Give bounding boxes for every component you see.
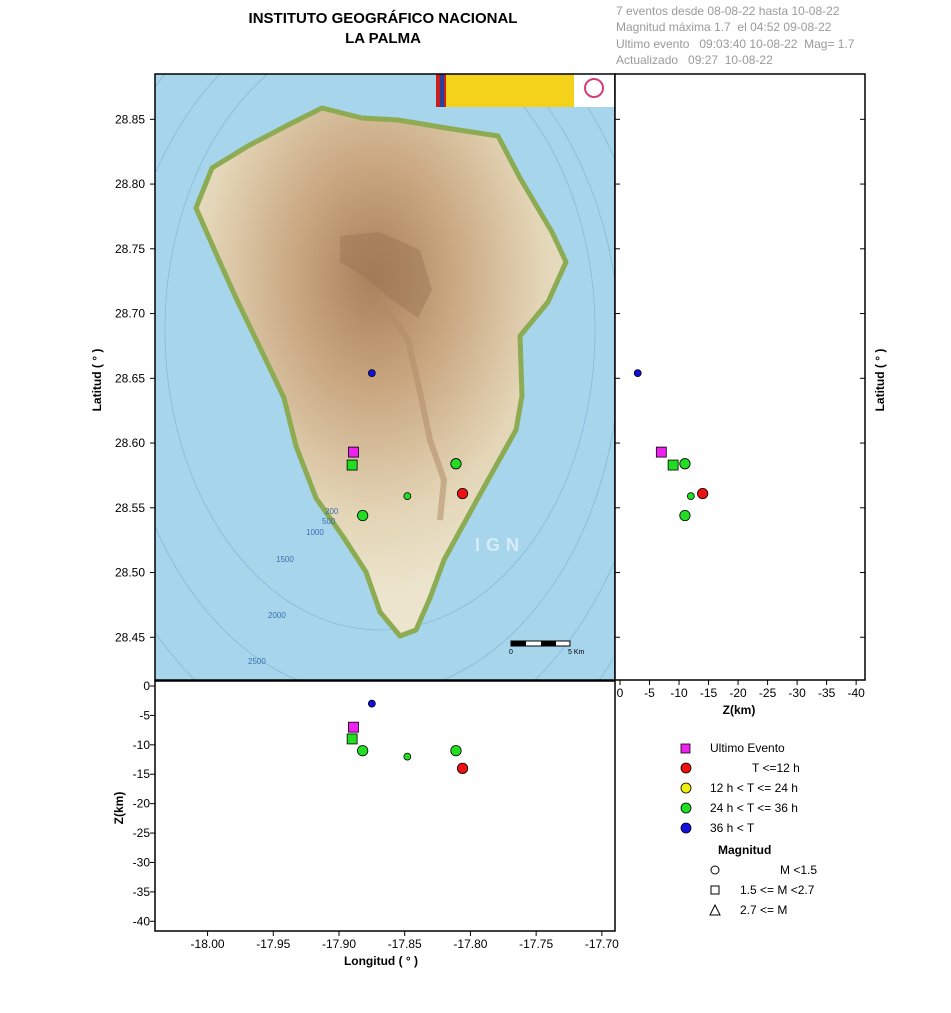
epicenter-lon-depth-point-7 <box>357 745 369 757</box>
legend: Ultimo Evento T <=12 h 12 h < T <= 24 h … <box>680 741 817 917</box>
lat-tick-label: 28.50 <box>115 566 145 580</box>
legend-magnitude-circle <box>710 865 720 875</box>
contour-label-500: 500 <box>322 517 336 526</box>
scale-bar-end-label: 5 Km <box>568 649 585 656</box>
legend-label-t-24-36h: 24 h < T <= 36 h <box>710 801 798 815</box>
depth-panel-x-axis-title: Z(km) <box>723 703 756 717</box>
lat-tick-label: 28.85 <box>115 112 145 126</box>
lat-tick-label: 28.80 <box>115 177 145 191</box>
depth-tick-label: -20 <box>729 686 747 700</box>
depth-tick-label: -15 <box>700 686 718 700</box>
contour-label-2500: 2500 <box>248 657 266 666</box>
depth-y-tick-label: -15 <box>133 767 151 781</box>
lon-tick-label: -17.90 <box>322 937 356 951</box>
depth-y-tick-label: -5 <box>139 708 150 722</box>
lon-tick-label: -17.95 <box>256 937 290 951</box>
epicenter-depth-lat-point-6 <box>686 492 695 501</box>
lon-tick-label: -17.80 <box>453 937 487 951</box>
legend-label-m-1-5-2-7: 1.5 <= M <2.7 <box>740 883 815 897</box>
epicenter-map-point-3 <box>346 459 358 471</box>
contour-label-2000: 2000 <box>268 611 286 620</box>
legend-marker-t_gt_36h <box>680 822 692 834</box>
island-la-palma <box>193 105 569 639</box>
lat-tick-label: 28.75 <box>115 242 145 256</box>
legend-marker-t_24_36h <box>680 802 692 814</box>
depth-tick-label: 0 <box>617 686 624 700</box>
lat-tick-label: 28.55 <box>115 501 145 515</box>
epicenter-depth-lat-point-1 <box>633 369 642 378</box>
chart-subtitle: LA PALMA <box>345 30 421 47</box>
depth-y-tick-label: -10 <box>133 738 151 752</box>
epicenter-map-point-1 <box>367 369 376 378</box>
epicenter-lon-depth-point-3 <box>346 733 358 745</box>
depth-y-tick-label: -40 <box>133 914 151 928</box>
legend-marker-t_le_12h <box>680 762 692 774</box>
depth-y-tick-label: -25 <box>133 826 151 840</box>
info-line-max-magnitude: Magnitud máxima 1.7 el 04:52 09-08-22 <box>616 20 832 34</box>
epicenter-map-point-5 <box>456 487 469 500</box>
contour-label-1000: 1000 <box>306 528 324 537</box>
epicenter-lon-depth-point-4 <box>450 745 462 757</box>
legend-marker-t_12_24h <box>680 782 692 794</box>
bottom-panel-y-axis-title: Z(km) <box>112 792 126 825</box>
legend-label-t-gt-36h: 36 h < T <box>710 821 755 835</box>
lon-tick-label: -17.85 <box>388 937 422 951</box>
depth-y-tick-label: -30 <box>133 855 151 869</box>
chart-title: INSTITUTO GEOGRÁFICO NACIONAL <box>248 10 518 27</box>
info-line-updated: Actualizado 09:27 10-08-22 <box>616 53 773 67</box>
longitude-depth-panel <box>154 680 616 932</box>
epicenter-depth-lat-point-5 <box>697 487 709 500</box>
epicenter-depth-lat-point-4 <box>679 458 691 470</box>
lat-tick-label: 28.60 <box>115 436 145 450</box>
epicenter-map-point-2 <box>348 446 359 458</box>
contour-label-200: 200 <box>325 507 339 516</box>
depth-latitude-panel <box>614 73 866 681</box>
scale-bar-start-label: 0 <box>509 649 513 656</box>
lon-tick-label: -17.70 <box>585 937 619 951</box>
legend-marker-ultimo_evento <box>680 743 691 754</box>
lat-tick-label: 28.70 <box>115 307 145 321</box>
legend-magnitude-triangle <box>709 903 721 916</box>
epicenter-lon-depth-point-2 <box>348 721 359 733</box>
info-line-last-event: Ultimo evento 09:03:40 10-08-22 Mag= 1.7 <box>616 37 855 51</box>
epicenter-depth-lat-point-2 <box>655 446 667 458</box>
depth-panel-y-axis-title: Latitud ( ° ) <box>873 349 887 412</box>
info-line-events: 7 eventos desde 08-08-22 hasta 10-08-22 <box>616 4 840 18</box>
lon-tick-label: -18.00 <box>191 937 225 951</box>
epicenter-lon-depth-point-1 <box>367 699 376 708</box>
legend-magnitude-title: Magnitud <box>718 843 771 857</box>
lon-tick-label: -17.75 <box>519 937 553 951</box>
epicenter-lon-depth-point-5 <box>456 762 469 774</box>
contour-label-1500: 1500 <box>276 555 294 564</box>
depth-y-tick-label: 0 <box>143 679 150 693</box>
epicenter-map-point-4 <box>450 458 462 470</box>
depth-tick-label: -30 <box>788 686 806 700</box>
depth-tick-label: -10 <box>670 686 688 700</box>
depth-tick-label: -40 <box>847 686 865 700</box>
legend-label-m-ge-2-7: 2.7 <= M <box>740 903 787 917</box>
ign-watermark: IGN <box>475 535 525 555</box>
legend-label-t-12-24h: 12 h < T <= 24 h <box>710 781 798 795</box>
legend-label-t-le-12h: T <=12 h <box>752 761 800 775</box>
epicenter-lon-depth-point-6 <box>403 752 412 761</box>
map-y-axis-title: Latitud ( ° ) <box>90 349 104 412</box>
bottom-panel-x-axis-title: Longitud ( ° ) <box>344 954 418 968</box>
map-background: 0 5 Km IGN 200 500 1000 1500 2000 2500 <box>155 74 615 680</box>
legend-label-ultimo-evento: Ultimo Evento <box>710 741 785 755</box>
epicenter-map-point-7 <box>357 509 369 522</box>
depth-tick-label: -25 <box>759 686 777 700</box>
legend-label-m-lt-1-5: M <1.5 <box>780 863 817 877</box>
depth-tick-label: -35 <box>818 686 836 700</box>
lat-tick-label: 28.45 <box>115 630 145 644</box>
epicenter-depth-lat-point-3 <box>667 459 679 471</box>
depth-y-tick-label: -35 <box>133 885 151 899</box>
epicenter-depth-lat-point-7 <box>679 509 691 522</box>
epicenter-map-point-6 <box>403 492 412 501</box>
depth-y-tick-label: -20 <box>133 797 151 811</box>
lat-tick-label: 28.65 <box>115 371 145 385</box>
legend-magnitude-square <box>710 885 720 895</box>
depth-tick-label: -5 <box>644 686 655 700</box>
